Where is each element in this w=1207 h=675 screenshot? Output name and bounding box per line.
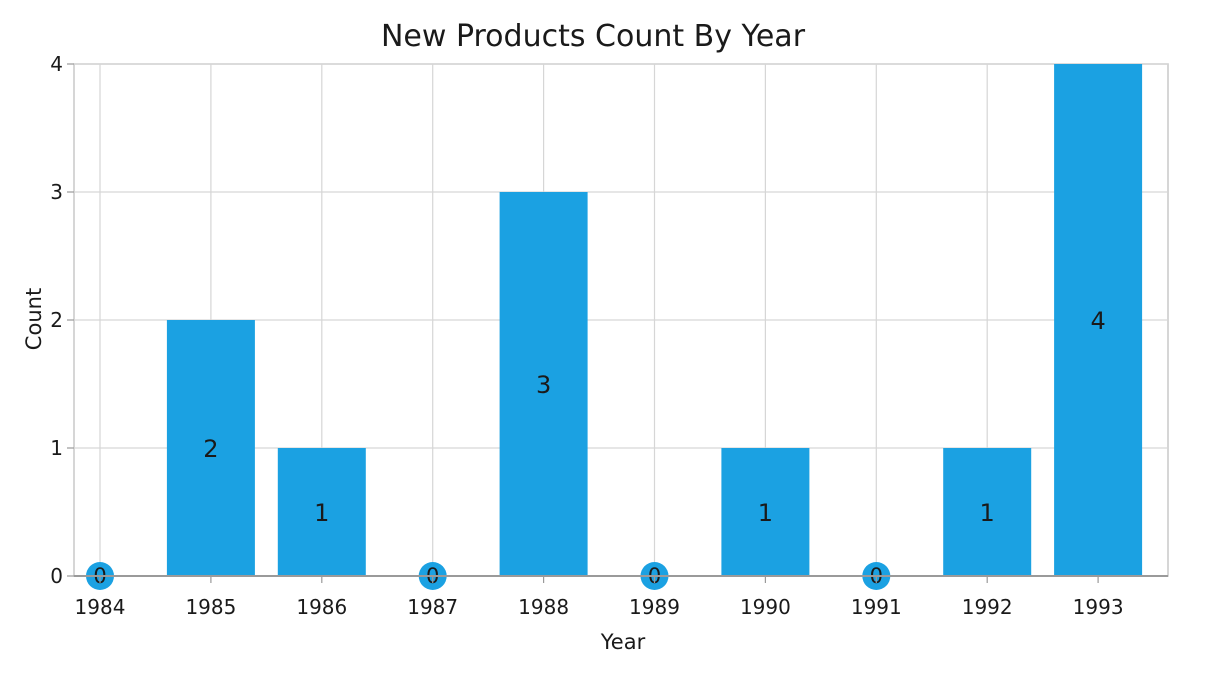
chart-title: New Products Count By Year: [381, 19, 806, 54]
x-axis-ticks: 1984 1985 1986 1987 1988 1989 1990 1991 1992 1993: [74, 575, 1168, 619]
bar-data-label: 1: [980, 499, 995, 527]
bar-data-label: 2: [203, 435, 218, 463]
bar-data-label: 3: [536, 371, 551, 399]
bar-data-label: 4: [1090, 307, 1105, 335]
y-tick-label: 1: [50, 436, 63, 460]
x-tick-label: 1989: [629, 595, 680, 619]
y-axis-ticks: 0 1 2 3 4: [50, 52, 74, 588]
bar-1986: [277, 448, 366, 576]
y-tick-label: 4: [50, 52, 63, 76]
y-tick-label: 2: [50, 308, 63, 332]
x-tick-label: 1984: [75, 595, 126, 619]
y-tick-label: 0: [50, 564, 63, 588]
x-tick-label: 1991: [851, 595, 902, 619]
x-tick-label: 1987: [407, 595, 458, 619]
x-tick-label: 1993: [1073, 595, 1124, 619]
x-axis-title: Year: [600, 630, 646, 654]
bars: 0210301014: [86, 64, 1143, 590]
x-tick-label: 1988: [518, 595, 569, 619]
x-tick-label: 1990: [740, 595, 791, 619]
x-tick-label: 1985: [185, 595, 236, 619]
bar-1993: [1054, 64, 1143, 576]
x-tick-label: 1992: [962, 595, 1013, 619]
bar-data-label: 1: [758, 499, 773, 527]
x-tick-label: 1986: [296, 595, 347, 619]
bar-1985: [166, 320, 255, 576]
bar-1988: [499, 192, 588, 576]
y-axis-title: Count: [22, 288, 46, 350]
bar-1992: [943, 448, 1032, 576]
bar-data-label: 1: [314, 499, 329, 527]
bar-1990: [721, 448, 810, 576]
y-tick-label: 3: [50, 180, 63, 204]
